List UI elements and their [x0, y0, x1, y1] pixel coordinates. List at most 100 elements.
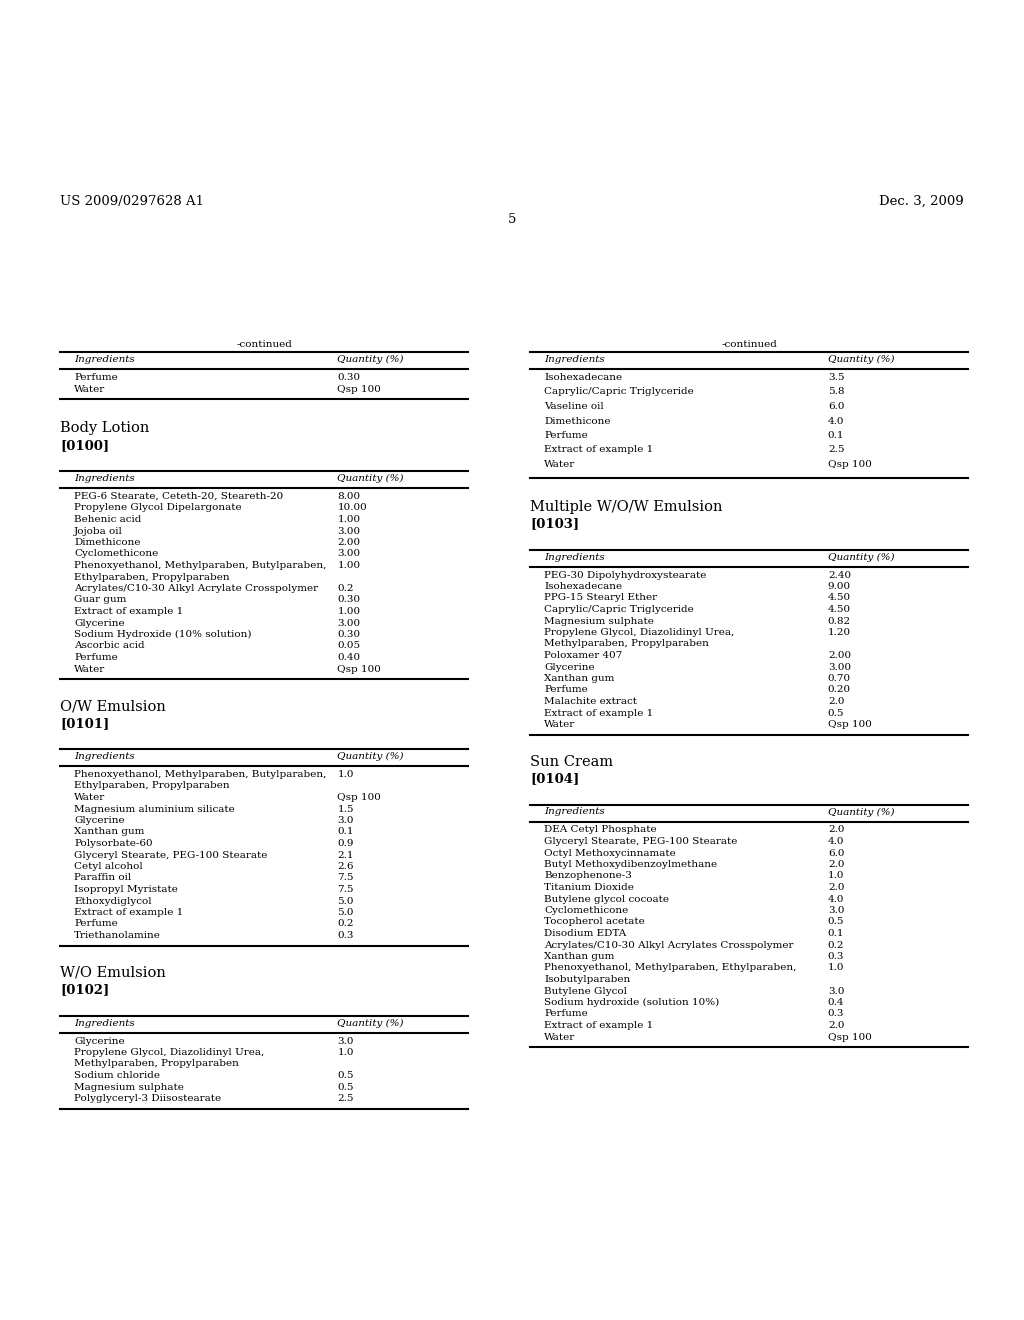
- Text: Triethanolamine: Triethanolamine: [74, 931, 161, 940]
- Text: Phenoxyethanol, Methylparaben, Butylparaben,: Phenoxyethanol, Methylparaben, Butylpara…: [74, 561, 327, 570]
- Text: 1.00: 1.00: [338, 607, 360, 616]
- Text: Benzophenone-3: Benzophenone-3: [544, 871, 632, 880]
- Text: Phenoxyethanol, Methylparaben, Ethylparaben,: Phenoxyethanol, Methylparaben, Ethylpara…: [544, 964, 797, 973]
- Text: 0.2: 0.2: [338, 920, 354, 928]
- Text: 1.0: 1.0: [827, 964, 845, 973]
- Text: Water: Water: [74, 384, 105, 393]
- Text: Quantity (%): Quantity (%): [338, 355, 403, 364]
- Text: 2.40: 2.40: [827, 570, 851, 579]
- Text: -continued: -continued: [237, 341, 292, 348]
- Text: [0100]: [0100]: [60, 440, 110, 451]
- Text: 0.1: 0.1: [827, 929, 845, 939]
- Text: 0.20: 0.20: [827, 685, 851, 694]
- Text: Ethylparaben, Propylparaben: Ethylparaben, Propylparaben: [74, 573, 229, 582]
- Text: 3.0: 3.0: [338, 816, 354, 825]
- Text: 0.1: 0.1: [827, 432, 845, 440]
- Text: 1.5: 1.5: [338, 804, 354, 813]
- Text: 7.5: 7.5: [338, 884, 354, 894]
- Text: Quantity (%): Quantity (%): [338, 1019, 403, 1028]
- Text: Ingredients: Ingredients: [544, 553, 605, 561]
- Text: Cyclomethicone: Cyclomethicone: [74, 549, 159, 558]
- Text: 0.05: 0.05: [338, 642, 360, 651]
- Text: Magnesium sulphate: Magnesium sulphate: [74, 1082, 184, 1092]
- Text: 0.3: 0.3: [338, 931, 354, 940]
- Text: Perfume: Perfume: [544, 685, 588, 694]
- Text: 3.00: 3.00: [338, 549, 360, 558]
- Text: 0.30: 0.30: [338, 630, 360, 639]
- Text: 1.20: 1.20: [827, 628, 851, 638]
- Text: Perfume: Perfume: [544, 1010, 588, 1019]
- Text: Acrylates/C10-30 Alkyl Acrylate Crosspolymer: Acrylates/C10-30 Alkyl Acrylate Crosspol…: [74, 583, 318, 593]
- Text: Water: Water: [544, 719, 575, 729]
- Text: [0102]: [0102]: [60, 983, 110, 997]
- Text: Ethylparaben, Propylparaben: Ethylparaben, Propylparaben: [74, 781, 229, 791]
- Text: PEG-6 Stearate, Ceteth-20, Steareth-20: PEG-6 Stearate, Ceteth-20, Steareth-20: [74, 492, 284, 502]
- Text: 5.0: 5.0: [338, 896, 354, 906]
- Text: 0.5: 0.5: [827, 917, 845, 927]
- Text: Glycerine: Glycerine: [544, 663, 595, 672]
- Text: Vaseline oil: Vaseline oil: [544, 403, 604, 411]
- Text: Glycerine: Glycerine: [74, 619, 125, 627]
- Text: 6.0: 6.0: [827, 403, 845, 411]
- Text: Quantity (%): Quantity (%): [827, 355, 894, 364]
- Text: Extract of example 1: Extract of example 1: [544, 446, 653, 454]
- Text: Sodium Hydroxide (10% solution): Sodium Hydroxide (10% solution): [74, 630, 252, 639]
- Text: Poloxamer 407: Poloxamer 407: [544, 651, 623, 660]
- Text: 6.0: 6.0: [827, 849, 845, 858]
- Text: Isohexadecane: Isohexadecane: [544, 374, 623, 381]
- Text: Isohexadecane: Isohexadecane: [544, 582, 623, 591]
- Text: 1.0: 1.0: [338, 770, 354, 779]
- Text: 1.00: 1.00: [338, 515, 360, 524]
- Text: Phenoxyethanol, Methylparaben, Butylparaben,: Phenoxyethanol, Methylparaben, Butylpara…: [74, 770, 327, 779]
- Text: 4.50: 4.50: [827, 594, 851, 602]
- Text: 3.0: 3.0: [338, 1036, 354, 1045]
- Text: 0.40: 0.40: [338, 653, 360, 663]
- Text: 3.00: 3.00: [338, 619, 360, 627]
- Text: O/W Emulsion: O/W Emulsion: [60, 700, 166, 713]
- Text: Magnesium aluminium silicate: Magnesium aluminium silicate: [74, 804, 234, 813]
- Text: Quantity (%): Quantity (%): [827, 553, 894, 561]
- Text: Water: Water: [74, 664, 105, 673]
- Text: Quantity (%): Quantity (%): [338, 474, 403, 483]
- Text: 0.82: 0.82: [827, 616, 851, 626]
- Text: Isopropyl Myristate: Isopropyl Myristate: [74, 884, 178, 894]
- Text: Malachite extract: Malachite extract: [544, 697, 637, 706]
- Text: 2.6: 2.6: [338, 862, 354, 871]
- Text: Sodium chloride: Sodium chloride: [74, 1071, 160, 1080]
- Text: 0.3: 0.3: [827, 1010, 845, 1019]
- Text: 7.5: 7.5: [338, 874, 354, 883]
- Text: Propylene Glycol Dipelargonate: Propylene Glycol Dipelargonate: [74, 503, 242, 512]
- Text: Polyglyceryl-3 Diisostearate: Polyglyceryl-3 Diisostearate: [74, 1094, 221, 1104]
- Text: Propylene Glycol, Diazolidinyl Urea,: Propylene Glycol, Diazolidinyl Urea,: [74, 1048, 264, 1057]
- Text: Disodium EDTA: Disodium EDTA: [544, 929, 627, 939]
- Text: Extract of example 1: Extract of example 1: [74, 607, 183, 616]
- Text: Methylparaben, Propylparaben: Methylparaben, Propylparaben: [544, 639, 709, 648]
- Text: Methylparaben, Propylparaben: Methylparaben, Propylparaben: [74, 1060, 239, 1068]
- Text: Butylene Glycol: Butylene Glycol: [544, 986, 627, 995]
- Text: 10.00: 10.00: [338, 503, 368, 512]
- Text: 3.0: 3.0: [827, 906, 845, 915]
- Text: 3.00: 3.00: [827, 663, 851, 672]
- Text: Qsp 100: Qsp 100: [827, 1032, 871, 1041]
- Text: Perfume: Perfume: [74, 653, 118, 663]
- Text: 3.0: 3.0: [827, 986, 845, 995]
- Text: 2.5: 2.5: [338, 1094, 354, 1104]
- Text: 0.5: 0.5: [338, 1071, 354, 1080]
- Text: 2.00: 2.00: [338, 539, 360, 546]
- Text: 3.5: 3.5: [827, 374, 845, 381]
- Text: Butyl Methoxydibenzoylmethane: Butyl Methoxydibenzoylmethane: [544, 861, 717, 869]
- Text: Behenic acid: Behenic acid: [74, 515, 141, 524]
- Text: 3.00: 3.00: [338, 527, 360, 536]
- Text: Qsp 100: Qsp 100: [338, 793, 381, 803]
- Text: 0.70: 0.70: [827, 675, 851, 682]
- Text: 2.1: 2.1: [338, 850, 354, 859]
- Text: 5: 5: [508, 213, 516, 226]
- Text: Ascorbic acid: Ascorbic acid: [74, 642, 144, 651]
- Text: Caprylic/Capric Triglyceride: Caprylic/Capric Triglyceride: [544, 388, 693, 396]
- Text: PEG-30 Dipolyhydroxystearate: PEG-30 Dipolyhydroxystearate: [544, 570, 707, 579]
- Text: Ingredients: Ingredients: [74, 752, 135, 762]
- Text: 4.0: 4.0: [827, 417, 845, 425]
- Text: 4.0: 4.0: [827, 895, 845, 903]
- Text: Jojoba oil: Jojoba oil: [74, 527, 123, 536]
- Text: Cyclomethicone: Cyclomethicone: [544, 906, 629, 915]
